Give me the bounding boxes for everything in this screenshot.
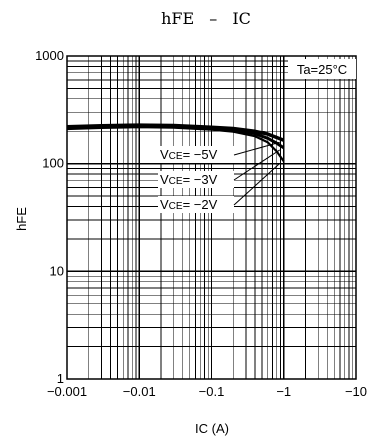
y-tick-label: 100	[42, 156, 64, 171]
series-label-bg	[158, 146, 234, 163]
y-tick-label: 1	[57, 371, 64, 386]
series-label: VCE= −2V	[160, 197, 218, 212]
y-tick-label: 10	[50, 263, 64, 278]
condition-box	[288, 59, 356, 79]
condition-label: Ta=25°C	[297, 62, 347, 77]
series-label-sub: CE	[169, 201, 183, 212]
y-tick-labels: 1 10 100 1000	[35, 48, 64, 386]
x-tick-label: −0.001	[47, 384, 87, 399]
plot-frame	[66, 55, 357, 380]
series-line	[66, 126, 285, 163]
series-label-sub: CE	[169, 176, 183, 187]
series-label-bg	[158, 196, 234, 213]
grid	[66, 56, 356, 380]
series-label-sub: CE	[169, 151, 183, 162]
series-label-v: V	[160, 147, 169, 162]
title-ic: IC	[232, 9, 251, 28]
series-label-v: V	[160, 172, 169, 187]
series-label-value: = −3V	[183, 172, 218, 187]
x-tick-label: −1	[276, 384, 291, 399]
curves	[66, 123, 285, 163]
title-separator: –	[209, 9, 217, 28]
x-tick-label: −0.01	[123, 384, 156, 399]
series-label: VCE= −5V	[160, 147, 218, 162]
series-leader-line	[233, 141, 280, 156]
title-hfe: hFE	[161, 9, 194, 28]
x-tick-label: −0.1	[199, 384, 225, 399]
y-tick-label: 1000	[35, 48, 64, 63]
series-leader-line	[233, 149, 281, 181]
series-label-value: = −2V	[183, 197, 218, 212]
x-tick-label: −10	[345, 384, 367, 399]
y-axis-label: hFE	[14, 207, 29, 231]
x-tick-labels: −0.001 −0.01 −0.1 −1 −10	[47, 384, 367, 399]
series-label-value: = −5V	[183, 147, 218, 162]
series-label: VCE= −3V	[160, 172, 218, 187]
series-label-bg	[158, 171, 234, 188]
series-leader-line	[233, 163, 281, 206]
chart-title: hFE – IC	[161, 9, 251, 28]
series-label-v: V	[160, 197, 169, 212]
x-axis-label: IC (A)	[195, 421, 229, 436]
